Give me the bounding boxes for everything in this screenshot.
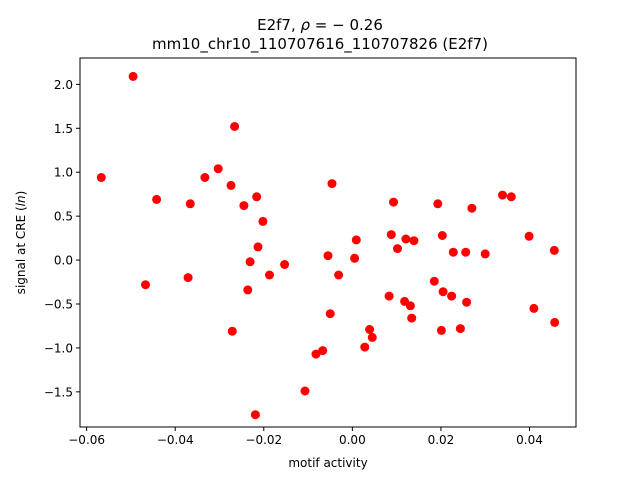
data-point-34 <box>389 197 398 207</box>
data-point-2 <box>141 280 150 290</box>
data-point-50 <box>462 297 472 307</box>
y-axis-label-italic: ln <box>14 195 28 206</box>
x-ticks: −0.06 −0.04 −0.02 0.00 0.02 0.04 <box>68 427 543 447</box>
data-point-13 <box>245 257 255 267</box>
y-tick-label: 0.0 <box>54 254 73 268</box>
data-point-38 <box>405 301 415 311</box>
data-point-27 <box>350 253 360 263</box>
data-point-42 <box>433 199 443 209</box>
data-point-19 <box>280 260 290 269</box>
x-tick-label: 0.00 <box>339 433 366 447</box>
data-point-11 <box>239 201 249 211</box>
data-point-6 <box>200 173 210 182</box>
data-point-57 <box>549 245 559 255</box>
data-point-1 <box>128 71 138 81</box>
x-tick-label: 0.02 <box>428 433 455 447</box>
data-point-7 <box>213 164 223 174</box>
data-point-25 <box>327 179 337 189</box>
y-tick-label: −1.0 <box>44 341 73 355</box>
data-point-32 <box>384 291 394 301</box>
data-point-48 <box>455 324 465 334</box>
x-axis-label: motif activity <box>288 456 367 470</box>
y-tick-label: 1.5 <box>54 122 73 136</box>
data-point-51 <box>467 203 477 213</box>
y-axis-label-prefix: signal at CRE ( <box>14 206 28 294</box>
data-point-29 <box>360 342 370 352</box>
y-ticks: −1.5 −1.0 −0.5 0.0 0.5 1.0 1.5 2.0 <box>44 78 80 399</box>
data-point-9 <box>227 326 237 336</box>
data-point-8 <box>226 180 236 190</box>
data-point-52 <box>480 249 490 259</box>
data-point-40 <box>409 236 419 246</box>
data-point-43 <box>436 325 446 335</box>
data-point-58 <box>550 317 560 327</box>
data-point-18 <box>265 270 274 280</box>
data-point-17 <box>258 216 268 226</box>
y-tick-label: −0.5 <box>44 298 73 312</box>
data-point-35 <box>393 244 402 254</box>
data-point-31 <box>367 332 377 342</box>
data-point-39 <box>407 313 417 323</box>
data-point-41 <box>429 276 439 286</box>
data-point-3 <box>152 194 162 204</box>
data-point-54 <box>506 192 516 202</box>
y-tick-label: −1.5 <box>44 385 73 399</box>
data-point-22 <box>318 346 328 356</box>
data-point-45 <box>438 287 448 297</box>
chart-title-rho: ρ <box>301 16 311 34</box>
data-point-20 <box>300 386 310 396</box>
data-point-21 <box>311 349 321 359</box>
chart-title-prefix: E2f7, <box>257 16 300 34</box>
data-point-23 <box>323 251 333 261</box>
data-point-15 <box>252 192 262 202</box>
data-point-44 <box>437 231 447 240</box>
data-point-28 <box>351 235 361 245</box>
data-point-5 <box>185 199 195 209</box>
x-tick-label: −0.04 <box>157 433 194 447</box>
plot-frame <box>79 57 577 428</box>
data-point-30 <box>365 325 375 334</box>
data-point-24 <box>325 309 335 319</box>
data-point-10 <box>230 122 240 131</box>
y-tick-label: 2.0 <box>54 78 73 92</box>
x-tick-label: −0.06 <box>68 433 105 447</box>
data-point-14 <box>250 410 260 420</box>
chart-title-line1: E2f7, ρ = − 0.26 <box>257 16 383 34</box>
data-point-47 <box>448 247 458 257</box>
y-tick-label: 1.0 <box>54 166 73 180</box>
x-tick-label: 0.04 <box>516 433 543 447</box>
data-point-33 <box>386 230 396 240</box>
data-point-12 <box>243 285 253 295</box>
x-tick-label: −0.02 <box>245 433 282 447</box>
data-point-49 <box>461 247 471 257</box>
y-tick-label: 0.5 <box>54 210 73 224</box>
data-point-4 <box>183 273 193 283</box>
chart-title-line2: mm10_chr10_110707616_110707826 (E2f7) <box>152 35 488 54</box>
data-point-46 <box>447 291 457 301</box>
data-point-16 <box>253 242 263 252</box>
y-axis-label: signal at CRE (ln) <box>14 191 28 295</box>
chart-title-suffix: = − 0.26 <box>310 16 383 34</box>
data-point-37 <box>401 234 411 244</box>
data-point-0 <box>96 173 106 182</box>
data-point-53 <box>498 190 507 200</box>
data-point-26 <box>334 270 344 280</box>
points-layer <box>96 71 560 420</box>
data-point-56 <box>529 303 539 313</box>
y-axis-label-suffix: ) <box>14 191 28 196</box>
data-point-55 <box>524 231 534 241</box>
